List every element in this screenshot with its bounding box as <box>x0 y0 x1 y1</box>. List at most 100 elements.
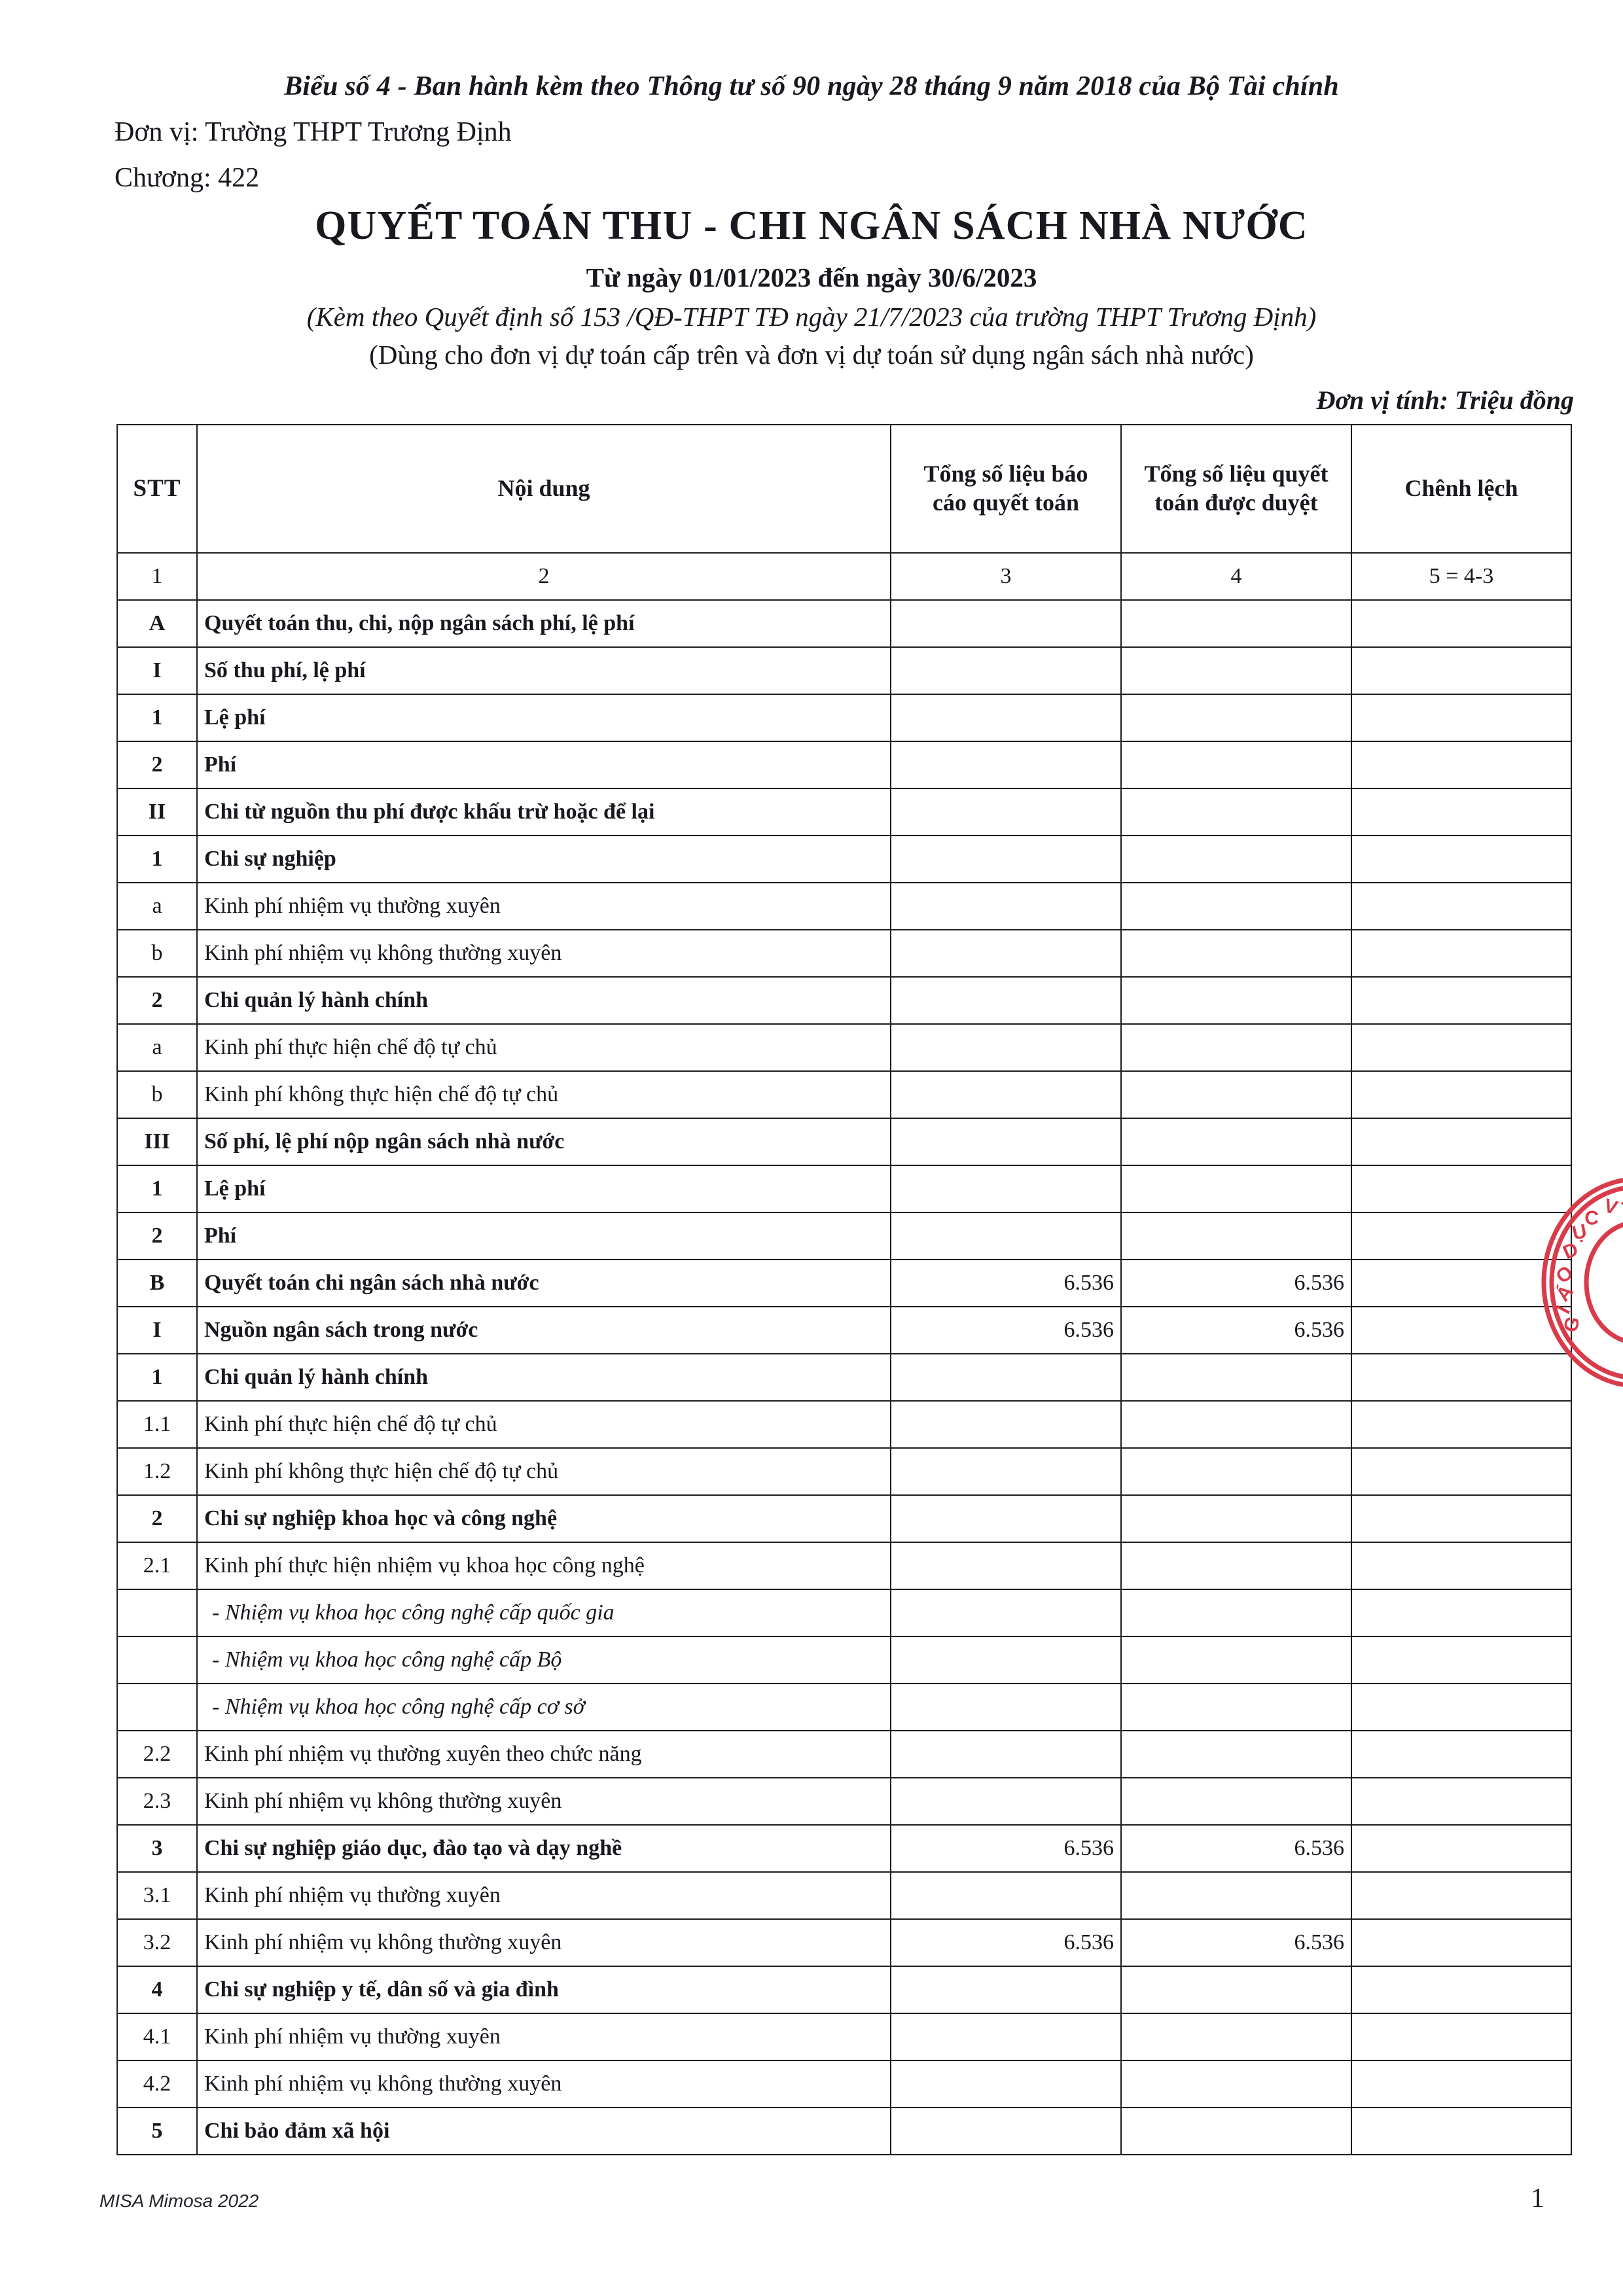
row-noidung: Kinh phí không thực hiện chế độ tự chủ <box>196 1070 891 1119</box>
row-bao-cao <box>890 1165 1122 1213</box>
scope-line: (Dùng cho đơn vị dự toán cấp trên và đơn… <box>369 340 1254 370</box>
row-duoc-duyet <box>1120 1494 1352 1543</box>
column-number-2: 2 <box>196 552 891 601</box>
row-stt: I <box>116 1306 198 1354</box>
row-noidung: Phí <box>196 1212 891 1260</box>
row-noidung: Kinh phí thực hiện chế độ tự chủ <box>196 1023 891 1072</box>
row-chenh-lech <box>1351 929 1572 978</box>
table-row: 2.1 Kinh phí thực hiện nhiệm vụ khoa học … <box>116 1542 1572 1590</box>
row-duoc-duyet: 6.536 <box>1120 1306 1352 1354</box>
row-bao-cao <box>890 835 1122 883</box>
unit-of-measure: Đơn vị tính: Triệu đồng <box>1316 385 1574 415</box>
row-noidung: Kinh phí nhiệm vụ không thường xuyên <box>196 929 891 978</box>
row-bao-cao <box>890 599 1122 648</box>
row-noidung: Số phí, lệ phí nộp ngân sách nhà nước <box>196 1118 891 1166</box>
column-header-duoc-duyet: Tổng số liệu quyết toán được duyệt <box>1120 424 1352 554</box>
row-duoc-duyet <box>1120 1070 1352 1119</box>
row-stt: 2.1 <box>116 1542 198 1590</box>
row-stt: 2 <box>116 976 198 1025</box>
row-duoc-duyet <box>1120 1212 1352 1260</box>
row-stt <box>116 1683 198 1731</box>
column-header-bao-cao-line2: cáo quyết toán <box>933 489 1079 516</box>
row-stt: 1.2 <box>116 1447 198 1496</box>
table-row: 3.2 Kinh phí nhiệm vụ không thường xuyên 6… <box>116 1918 1572 1967</box>
row-chenh-lech <box>1351 1353 1572 1402</box>
row-bao-cao <box>890 1023 1122 1072</box>
row-duoc-duyet <box>1120 1447 1352 1496</box>
table-row: I Số thu phí, lệ phí <box>116 646 1572 695</box>
column-header-noidung: Nội dung <box>196 424 891 554</box>
row-bao-cao <box>890 1447 1122 1496</box>
row-chenh-lech <box>1351 882 1572 930</box>
row-noidung: - Nhiệm vụ khoa học công nghệ cấp Bộ <box>196 1636 891 1684</box>
decision-line: (Kèm theo Quyết định số 153 /QĐ-THPT TĐ … <box>306 302 1317 332</box>
period-line: Từ ngày 01/01/2023 đến ngày 30/6/2023 <box>586 262 1037 292</box>
row-noidung: Kinh phí thực hiện nhiệm vụ khoa học côn… <box>196 1542 891 1590</box>
row-noidung: - Nhiệm vụ khoa học công nghệ cấp quốc g… <box>196 1589 891 1637</box>
row-stt: a <box>116 1023 198 1072</box>
row-stt: 4 <box>116 1966 198 2014</box>
row-stt: A <box>116 599 198 648</box>
table-row: 4.2 Kinh phí nhiệm vụ không thường xuyên <box>116 2060 1572 2108</box>
svg-text:Ụ: Ụ <box>1571 1220 1590 1245</box>
row-duoc-duyet: 6.536 <box>1120 1918 1352 1967</box>
table-row: 2 Phí <box>116 1212 1572 1260</box>
row-noidung: Chi quản lý hành chính <box>196 976 891 1025</box>
table-row: b Kinh phí nhiệm vụ không thường xuyên <box>116 929 1572 978</box>
row-stt: III <box>116 1118 198 1166</box>
table-row: 5 Chi bảo đảm xã hội <box>116 2107 1572 2155</box>
row-chenh-lech <box>1351 1542 1572 1590</box>
row-stt: I <box>116 646 198 695</box>
row-bao-cao <box>890 1353 1122 1402</box>
table-row: 4.1 Kinh phí nhiệm vụ thường xuyên <box>116 2013 1572 2061</box>
row-bao-cao <box>890 1118 1122 1166</box>
row-stt: 3 <box>116 1824 198 1873</box>
row-bao-cao: 6.536 <box>890 1918 1122 1967</box>
row-duoc-duyet <box>1120 1730 1352 1778</box>
row-noidung: Quyết toán thu, chi, nộp ngân sách phí, … <box>196 599 891 648</box>
row-chenh-lech <box>1351 2060 1572 2108</box>
table-row: 1 Chi sự nghiệp <box>116 835 1572 883</box>
column-header-chenh-lech: Chênh lệch <box>1351 424 1572 554</box>
row-duoc-duyet <box>1120 929 1352 978</box>
table-row: - Nhiệm vụ khoa học công nghệ cấp cơ sở <box>116 1683 1572 1731</box>
row-noidung: Lệ phí <box>196 1165 891 1213</box>
table-row: 1 Lệ phí <box>116 694 1572 742</box>
row-chenh-lech <box>1351 1400 1572 1449</box>
row-noidung: Kinh phí nhiệm vụ thường xuyên theo chức… <box>196 1730 891 1778</box>
row-stt: 2.3 <box>116 1777 198 1826</box>
table-row: a Kinh phí thực hiện chế độ tự chủ <box>116 1023 1572 1072</box>
row-stt: b <box>116 929 198 978</box>
table-row: - Nhiệm vụ khoa học công nghệ cấp quốc g… <box>116 1589 1572 1637</box>
row-noidung: Quyết toán chi ngân sách nhà nước <box>196 1259 891 1307</box>
row-stt: 4.1 <box>116 2013 198 2061</box>
column-number-5: 5 = 4-3 <box>1351 552 1572 601</box>
row-noidung: Nguồn ngân sách trong nước <box>196 1306 891 1354</box>
table-row: 1.2 Kinh phí không thực hiện chế độ tự ch… <box>116 1447 1572 1496</box>
row-bao-cao <box>890 1777 1122 1826</box>
row-duoc-duyet <box>1120 646 1352 695</box>
column-header-bao-cao-line1: Tổng số liệu báo <box>923 461 1088 487</box>
column-header-stt: STT <box>116 424 198 554</box>
row-chenh-lech <box>1351 2107 1572 2155</box>
table-row: 2 Chi quản lý hành chính <box>116 976 1572 1025</box>
row-chenh-lech <box>1351 1447 1572 1496</box>
row-bao-cao <box>890 741 1122 789</box>
row-bao-cao <box>890 1542 1122 1590</box>
row-duoc-duyet: 6.536 <box>1120 1259 1352 1307</box>
row-stt: 5 <box>116 2107 198 2155</box>
svg-text:C: C <box>1584 1207 1601 1229</box>
row-duoc-duyet <box>1120 1353 1352 1402</box>
row-chenh-lech <box>1351 1683 1572 1731</box>
row-duoc-duyet <box>1120 1871 1352 1920</box>
row-duoc-duyet <box>1120 1118 1352 1166</box>
row-duoc-duyet <box>1120 1966 1352 2014</box>
row-bao-cao <box>890 1730 1122 1778</box>
row-duoc-duyet <box>1120 694 1352 742</box>
table-row: II Chi từ nguồn thu phí được khấu trừ hoặ… <box>116 788 1572 836</box>
row-chenh-lech <box>1351 1023 1572 1072</box>
row-bao-cao <box>890 1212 1122 1260</box>
row-chenh-lech <box>1351 599 1572 648</box>
row-chenh-lech <box>1351 1636 1572 1684</box>
